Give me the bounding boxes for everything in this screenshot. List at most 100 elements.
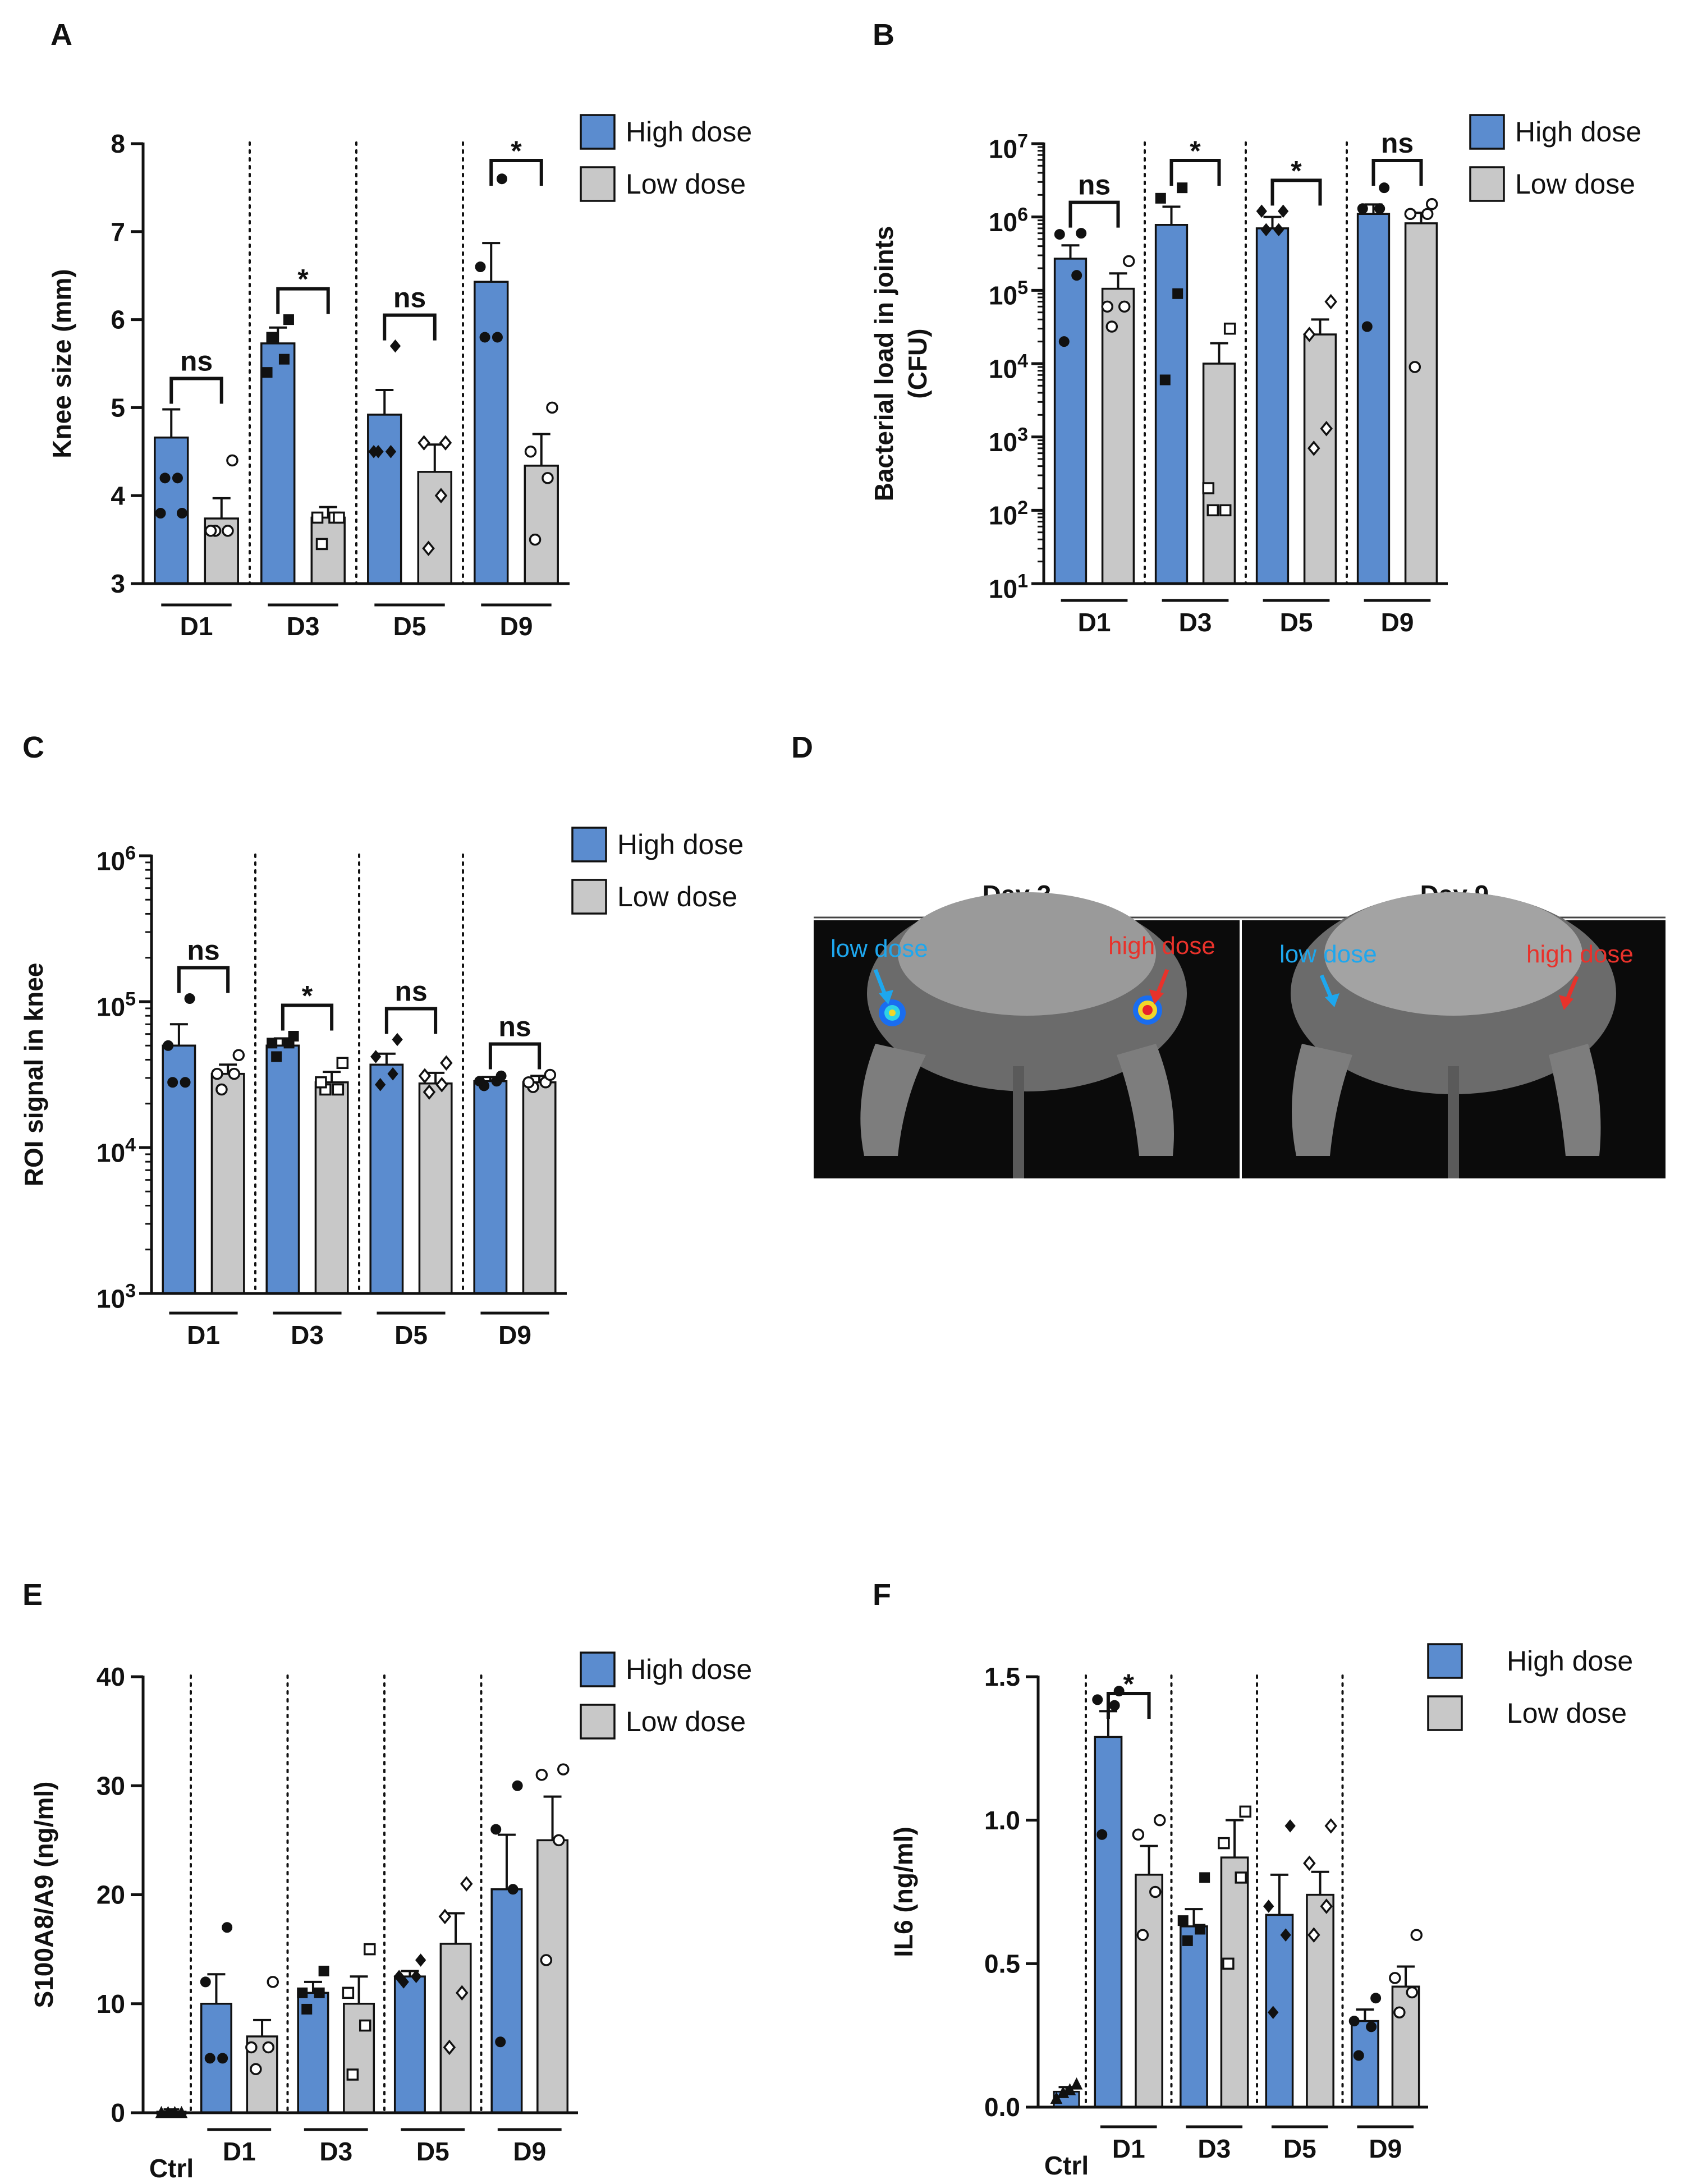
data-point [1303, 327, 1316, 342]
y-axis-title: ROI signal in knee [19, 963, 48, 1187]
y-tick-label: 103 [97, 1281, 136, 1314]
legend-swatch-high [580, 1651, 616, 1687]
data-point [172, 472, 183, 484]
significance-label: ns [187, 934, 219, 966]
data-point [1370, 1993, 1382, 2004]
legend-label-high: High dose [1515, 116, 1641, 148]
data-point [1223, 322, 1236, 335]
legend-swatch-high [1469, 114, 1505, 150]
chart-c: C ROI signal in knee 103 104 105 106 D1 ns D3 * D5… [19, 731, 744, 1350]
y-tick-label: 0.5 [984, 1949, 1020, 1978]
significance-label: ns [498, 1011, 531, 1042]
y-tick-label: 105 [989, 277, 1028, 310]
data-point [1284, 1819, 1296, 1833]
low-dose-bar-d1 [1101, 287, 1135, 585]
data-point [495, 1070, 507, 1081]
y-tick-label: 106 [989, 204, 1028, 237]
significance-label: * [297, 264, 309, 295]
data-point [1182, 1935, 1193, 1946]
y-tick-label: 103 [989, 424, 1028, 457]
category-label-d9: D9 [498, 1320, 531, 1350]
significance-bracket [281, 1003, 334, 1031]
data-point [261, 367, 273, 378]
legend-label-high: High dose [617, 829, 744, 860]
significance-bracket [169, 377, 223, 404]
data-point [456, 1985, 469, 2001]
data-point [176, 508, 187, 519]
data-point [1101, 300, 1114, 313]
high-dose-bar-d9 [1351, 2020, 1379, 2108]
data-point [1263, 1899, 1274, 1913]
data-point [557, 1763, 570, 1775]
category-label-d5: D5 [416, 2137, 449, 2166]
data-point [375, 1078, 386, 1091]
data-point [1071, 270, 1082, 281]
data-point [1058, 336, 1070, 347]
data-point [443, 2039, 456, 2055]
significance-bracket [1169, 159, 1221, 186]
data-point [438, 1908, 452, 1925]
data-point [1324, 1818, 1338, 1834]
y-tick-label: 106 [97, 843, 136, 876]
panel-d: D Day 3 Day 9 low dose high dose [791, 731, 1666, 1178]
legend: High dose Low dose [580, 1651, 752, 1740]
data-point [250, 2063, 262, 2076]
data-point [1421, 208, 1434, 221]
low-dose-bar-d9 [524, 465, 559, 585]
category-label-d5: D5 [394, 1320, 428, 1350]
y-tick-label: 20 [97, 1880, 125, 1910]
y-axis-title: Knee size (mm) [47, 269, 76, 458]
data-point [204, 525, 217, 537]
legend-label-low: Low dose [626, 1706, 746, 1737]
y-tick-label: 101 [989, 571, 1028, 604]
data-point [336, 1057, 349, 1070]
data-point [311, 511, 324, 524]
data-point [217, 2053, 228, 2064]
low-dose-bar-d3 [310, 516, 346, 585]
legend-swatch-high [580, 114, 616, 150]
data-point [1307, 441, 1320, 456]
data-point [1320, 421, 1333, 437]
data-point [1406, 1986, 1419, 1999]
category-label-d9: D9 [1369, 2134, 1402, 2163]
data-point [389, 339, 401, 353]
chart-a: A Knee size (mm) 3 4 5 6 7 8 D1 ns D3 * D5 ns D9 * High … [47, 18, 752, 641]
data-point [332, 1083, 345, 1096]
y-axis-title-2: (CFU) [903, 328, 932, 398]
significance-label: * [1123, 1668, 1135, 1700]
data-point [267, 1038, 278, 1049]
low-dose-bar-d5 [1303, 333, 1337, 585]
data-point [1389, 1972, 1401, 1984]
y-tick-label: 107 [989, 131, 1028, 164]
legend: High dose Low dose [580, 114, 752, 202]
data-point [1159, 374, 1171, 386]
data-point [410, 1970, 422, 1983]
high-dose-label-day9: high dose [1526, 940, 1634, 968]
y-tick-label: 1.5 [984, 1662, 1020, 1691]
data-point [1132, 1828, 1145, 1841]
data-point [1404, 208, 1417, 221]
data-point [434, 488, 448, 503]
significance-label: * [1190, 135, 1201, 167]
category-label-d5: D5 [393, 612, 426, 641]
legend-label-high: High dose [626, 1654, 752, 1685]
high-dose-bar-d9 [473, 1080, 508, 1295]
significance-label: ns [180, 346, 213, 377]
data-point [553, 1834, 565, 1847]
data-point [385, 445, 397, 458]
high-dose-bar-d5 [393, 1975, 426, 2114]
data-point [1149, 1885, 1162, 1898]
category-label-d1: D1 [1078, 608, 1111, 637]
low-dose-bar-d9 [536, 1839, 569, 2114]
significance-bracket [1106, 1692, 1151, 1719]
data-point [204, 2053, 215, 2064]
category-label-d3: D3 [319, 2137, 352, 2166]
significance-label: ns [1381, 127, 1414, 159]
legend-swatch-low [580, 166, 616, 202]
data-point [1092, 1694, 1103, 1705]
significance-bracket [489, 159, 543, 186]
legend-swatch-low [571, 879, 607, 915]
data-point [222, 1922, 233, 1933]
y-tick-label: 102 [989, 497, 1028, 530]
high-dose-bar-d9 [490, 1888, 523, 2114]
